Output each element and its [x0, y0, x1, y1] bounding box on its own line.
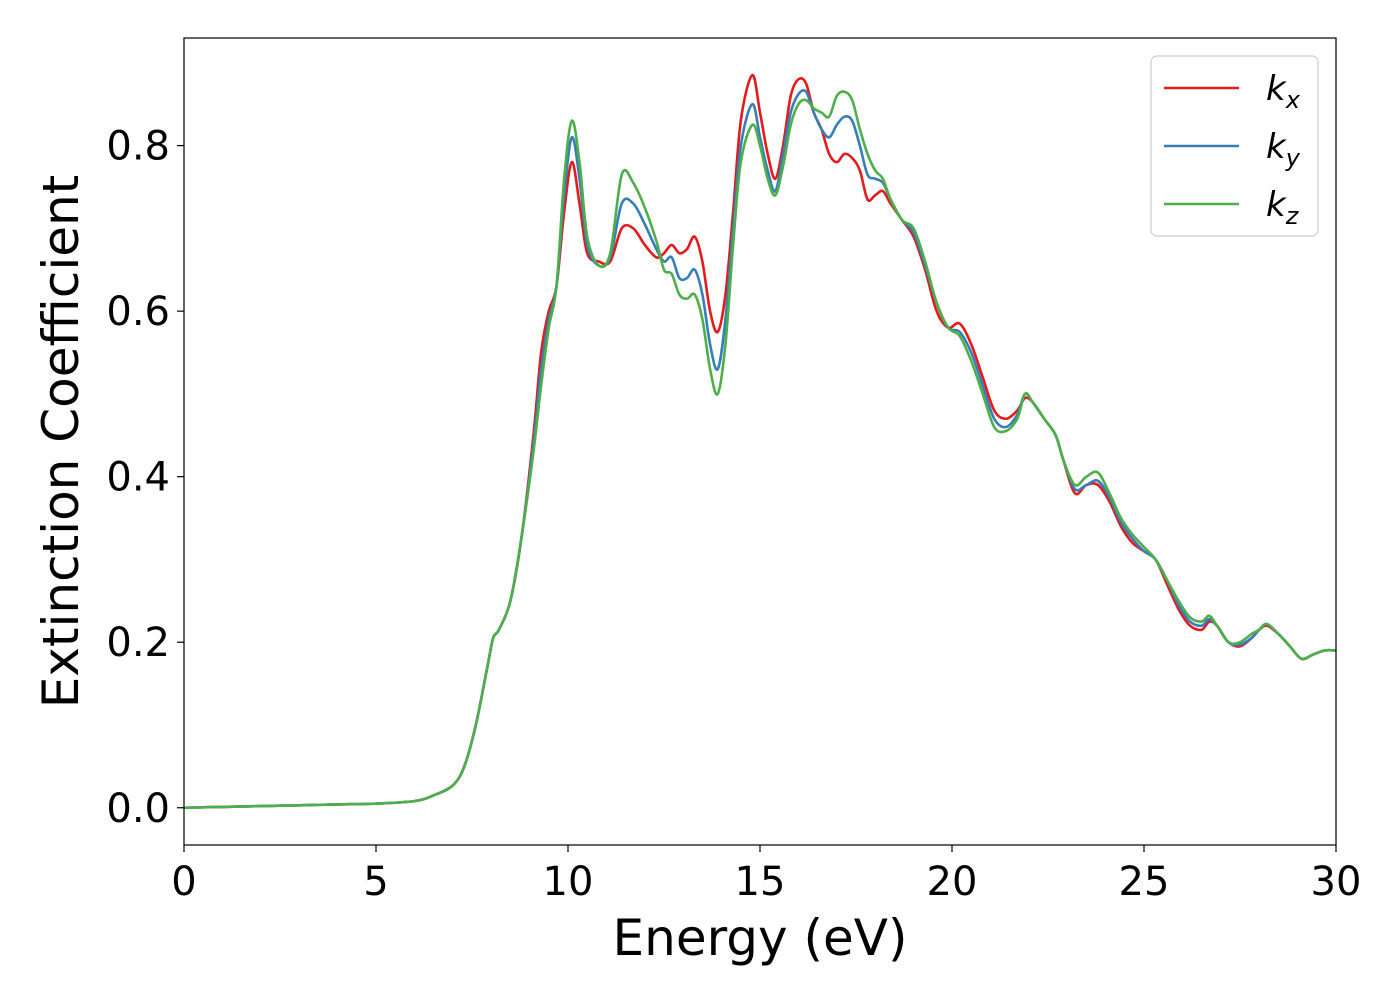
series-line-k-z: [184, 90, 1336, 810]
x-axis-label: Energy (eV): [613, 909, 908, 967]
legend-entry-subscript: y: [1285, 144, 1301, 172]
y-tick-label: 0.0: [106, 786, 170, 832]
y-axis-label: Extinction Coefficient: [32, 175, 90, 709]
x-tick-label: 15: [735, 859, 786, 905]
y-axis: 0.0 0.2 0.4 0.6 0.8: [106, 124, 184, 832]
y-tick-label: 0.6: [106, 289, 170, 335]
legend-entry-y: ky: [1266, 127, 1301, 172]
x-axis: 0 5 10 15 20 25 30: [171, 845, 1361, 905]
x-tick-label: 25: [1119, 859, 1170, 905]
legend-entry-subscript: x: [1285, 86, 1301, 114]
y-tick-label: 0.4: [106, 455, 170, 501]
legend-entry-subscript: z: [1285, 202, 1300, 230]
legend-entry-x: kx: [1266, 69, 1301, 114]
series-layer: [184, 73, 1336, 810]
x-tick-label: 5: [363, 859, 388, 905]
x-tick-label: 0: [171, 859, 196, 905]
y-tick-label: 0.8: [106, 124, 170, 170]
y-tick-label: 0.2: [106, 620, 170, 666]
x-tick-label: 30: [1311, 859, 1362, 905]
x-tick-label: 10: [543, 859, 594, 905]
x-tick-label: 20: [927, 859, 978, 905]
